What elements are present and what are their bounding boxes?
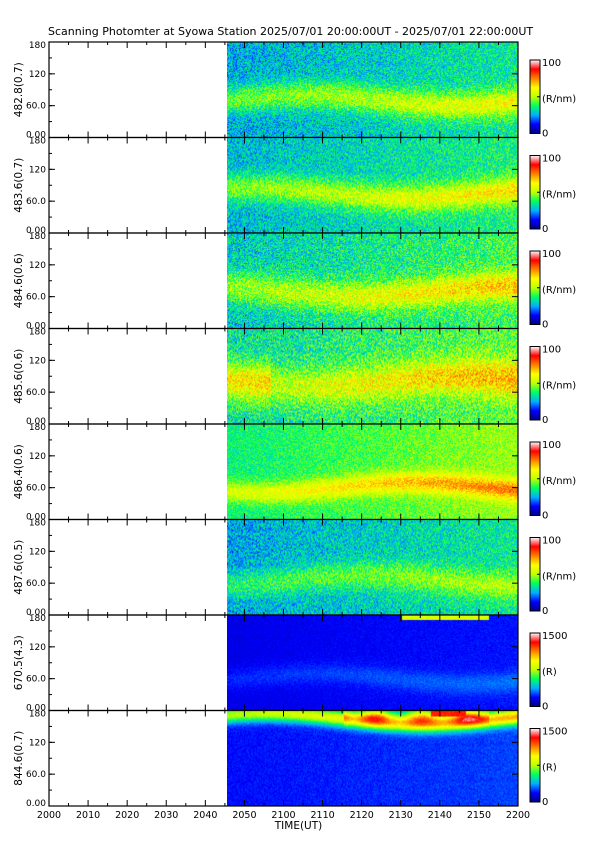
colorbar-min-label: 0 (542, 129, 548, 140)
panel: 0.00 60.0 120 180 484.6(0.6) 100 0 (R/nm) (13, 232, 576, 332)
y-tick-label: 120 (29, 70, 46, 80)
colorbar-unit-label: (R/nm) (542, 94, 576, 105)
panel: 0.00 60.0 120 180 486.4(0.6) 100 0 (R/nm) (13, 423, 576, 523)
colorbar-min-label: 0 (542, 320, 548, 331)
heatmap-image (227, 615, 518, 711)
colorbar-unit-label: (R/nm) (542, 380, 576, 391)
y-tick-label: 60.0 (26, 579, 46, 589)
colorbar-max-label: 100 (542, 249, 561, 260)
y-tick-label: 60.0 (26, 388, 46, 398)
x-tick-label: 2150 (467, 810, 491, 821)
y-tick-label: 180 (29, 137, 46, 147)
x-tick-label: 2120 (350, 810, 374, 821)
y-tick-label: 60.0 (26, 484, 46, 494)
colorbar-unit-label: (R) (542, 762, 557, 773)
colorbar-max-label: 1500 (542, 631, 567, 642)
x-tick-label: 2010 (76, 810, 100, 821)
panel-ylabel: 486.4(0.6) (13, 444, 25, 499)
y-tick-label: 120 (29, 547, 46, 557)
x-tick-label: 2050 (232, 810, 256, 821)
colorbar-unit-label: (R/nm) (542, 571, 576, 582)
panel-ylabel: 483.6(0.7) (13, 158, 25, 213)
y-tick-label: 60.0 (26, 770, 46, 780)
x-tick-label: 2140 (428, 810, 452, 821)
panel: 0.00 60.0 120 180 483.6(0.7) 100 0 (R/nm) (13, 137, 576, 237)
x-tick-label: 2110 (310, 810, 334, 821)
heatmap-image (227, 424, 518, 520)
x-tick-label: 2200 (506, 810, 530, 821)
heatmap-image (227, 233, 518, 329)
colorbar-min-label: 0 (542, 797, 548, 808)
y-tick-label: 0.00 (26, 799, 46, 809)
panel-ylabel: 670.5(4.3) (13, 635, 25, 690)
x-tick-label: 2030 (154, 810, 178, 821)
y-tick-label: 180 (29, 41, 46, 51)
colorbar-unit-label: (R) (542, 667, 557, 678)
panel-ylabel: 844.6(0.7) (13, 731, 25, 786)
colorbar-unit-label: (R/nm) (542, 189, 576, 200)
panel-ylabel: 484.6(0.6) (13, 253, 25, 308)
y-tick-label: 120 (29, 165, 46, 175)
panel-ylabel: 487.6(0.5) (13, 540, 25, 595)
colorbar-min-label: 0 (542, 224, 548, 235)
colorbar-min-label: 0 (542, 511, 548, 522)
y-tick-label: 180 (29, 423, 46, 433)
panel-ylabel: 482.8(0.7) (13, 62, 25, 117)
colorbar-max-label: 100 (542, 154, 561, 165)
y-tick-label: 120 (29, 356, 46, 366)
panel: 0.00 60.0 120 180 487.6(0.5) 100 0 (R/nm) (13, 519, 576, 619)
heatmap-image (227, 328, 518, 425)
y-tick-label: 60.0 (26, 102, 46, 112)
y-tick-label: 0.00 (26, 226, 46, 236)
x-tick-label: 2130 (389, 810, 413, 821)
x-tick-label: 2000 (37, 810, 61, 821)
colorbar-max-label: 100 (542, 345, 561, 356)
y-tick-label: 120 (29, 452, 46, 462)
heatmap-image (227, 137, 518, 234)
panel: 0.00 60.0 120 180 844.6(0.7) 1500 0 (R) (13, 710, 567, 810)
heatmap-image (227, 42, 518, 138)
y-tick-label: 120 (29, 738, 46, 748)
x-tick-label: 2020 (115, 810, 139, 821)
y-tick-label: 0.00 (26, 131, 46, 141)
y-tick-label: 180 (29, 710, 46, 720)
colorbar-max-label: 1500 (542, 727, 567, 738)
colorbar-min-label: 0 (542, 415, 548, 426)
y-tick-label: 180 (29, 328, 46, 338)
colorbar-max-label: 100 (542, 440, 561, 451)
colorbar-max-label: 100 (542, 58, 561, 69)
colorbar-unit-label: (R/nm) (542, 476, 576, 487)
panel-ylabel: 485.6(0.6) (13, 349, 25, 404)
y-tick-label: 60.0 (26, 293, 46, 303)
panel: 0.00 60.0 120 180 670.5(4.3) 1500 0 (R) (13, 614, 567, 714)
x-tick-label: 2100 (271, 810, 295, 821)
y-tick-label: 0.00 (26, 704, 46, 714)
y-tick-label: 180 (29, 232, 46, 242)
colorbar-min-label: 0 (542, 702, 548, 713)
y-tick-label: 60.0 (26, 197, 46, 207)
x-axis-label: TIME(UT) (274, 820, 323, 832)
colorbar-unit-label: (R/nm) (542, 285, 576, 296)
heatmap-image (227, 519, 518, 616)
x-tick-label: 2040 (193, 810, 217, 821)
colorbar-min-label: 0 (542, 606, 548, 617)
panel: 0.00 60.0 120 180 482.8(0.7) 100 0 (R/nm) (13, 41, 576, 141)
y-tick-label: 120 (29, 643, 46, 653)
panel: 0.00 60.0 120 180 485.6(0.6) 100 0 (R/nm) (13, 328, 576, 428)
y-tick-label: 0.00 (26, 608, 46, 618)
y-tick-label: 0.00 (26, 417, 46, 427)
colorbar-max-label: 100 (542, 536, 561, 547)
y-tick-label: 0.00 (26, 322, 46, 332)
y-tick-label: 60.0 (26, 675, 46, 685)
y-tick-label: 0.00 (26, 513, 46, 523)
heatmap-image (227, 710, 518, 807)
y-tick-label: 180 (29, 519, 46, 529)
y-tick-label: 120 (29, 261, 46, 271)
y-tick-label: 180 (29, 614, 46, 624)
